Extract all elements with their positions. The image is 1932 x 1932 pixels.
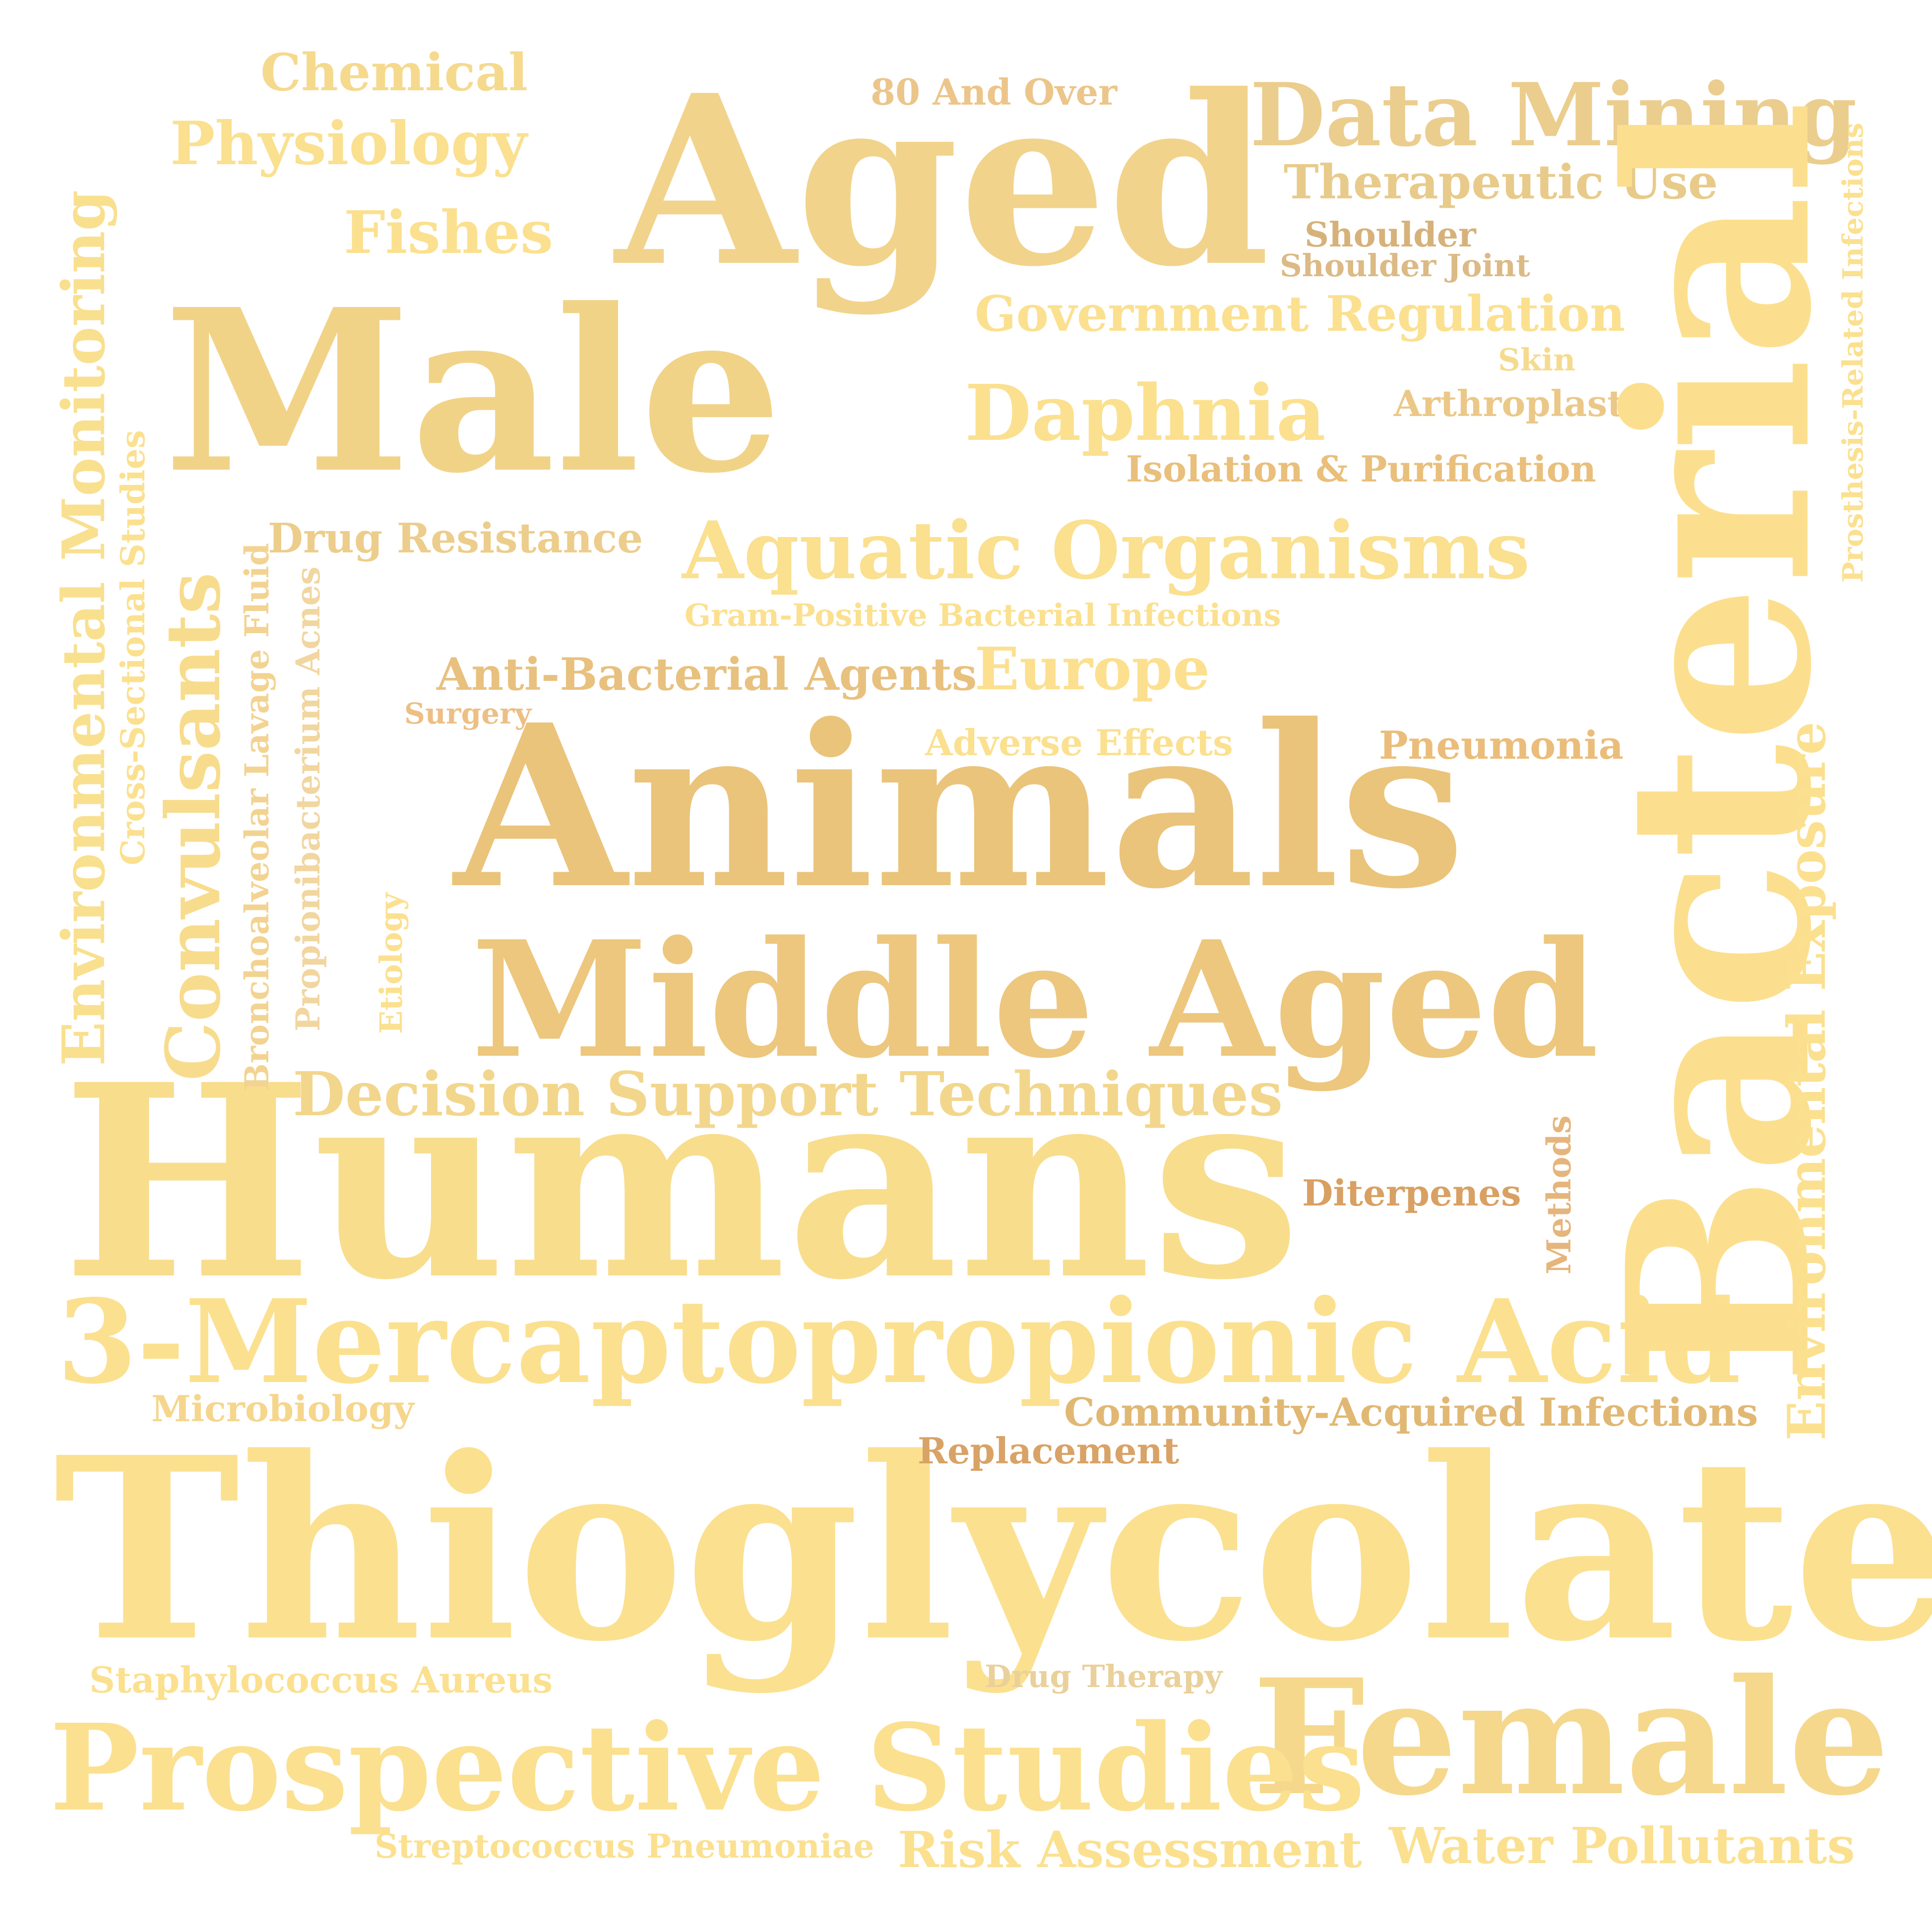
word-middle-aged: Middle Aged: [471, 906, 1599, 1093]
word-prospective-studies: Prospective Studies: [50, 1698, 1365, 1838]
word-arthroplasty: Arthroplasty: [1394, 382, 1645, 424]
word-propionibacterium-acnes: Propionibacterium Acnes: [289, 566, 327, 1031]
word-aquatic-organisms: Aquatic Organisms: [682, 504, 1530, 597]
word-cross-sectional-studies: Cross-Sectional Studies: [114, 430, 152, 865]
word-convulsants: Convulsants: [150, 572, 237, 1081]
word-physiology: Physiology: [170, 109, 527, 179]
word-community-acquired-infections: Community-Acquired Infections: [1064, 1390, 1758, 1435]
word-fishes: Fishes: [344, 198, 554, 267]
word-risk-assessment: Risk Assessment: [898, 1820, 1363, 1879]
word-data-mining: Data Mining: [1250, 64, 1857, 166]
word-chemical: Chemical: [260, 43, 528, 103]
word-streptococcus-pneumoniae: Streptococcus Pneumoniae: [374, 1827, 874, 1866]
word-skin: Skin: [1498, 342, 1576, 378]
word-diterpenes: Diterpenes: [1302, 1172, 1521, 1214]
word-etiology: Etiology: [373, 892, 409, 1034]
word-adverse-effects: Adverse Effects: [925, 722, 1233, 764]
word-therapeutic-use: Therapeutic Use: [1284, 155, 1718, 210]
word-80-and-over: 80 And Over: [871, 71, 1118, 113]
word-male: Male: [164, 260, 782, 523]
word-staphylococcus-aureus: Staphylococcus Aureus: [89, 1659, 553, 1701]
word-shoulder: Shoulder: [1305, 215, 1476, 255]
word-water-pollutants: Water Pollutants: [1389, 1816, 1855, 1875]
word-government-regulation: Government Regulation: [975, 286, 1625, 343]
word-surgery: Surgery: [404, 697, 532, 730]
word-europe: Europe: [975, 634, 1210, 703]
word-anti-bacterial-agents: Anti-Bacterial Agents: [436, 648, 977, 701]
word-animals: Animals: [454, 676, 1466, 938]
word-drug-therapy: Drug Therapy: [985, 1658, 1223, 1694]
word-shoulder-joint: Shoulder Joint: [1280, 247, 1530, 284]
word-daphnia: Daphnia: [965, 367, 1326, 458]
word-aged: Aged: [615, 44, 1270, 318]
word-3-mercaptopropionic-acid: 3-Mercaptopropionic Acid: [57, 1274, 1741, 1409]
word-isolation-purification: Isolation & Purification: [1126, 448, 1596, 490]
word-microbiology: Microbiology: [151, 1388, 415, 1430]
word-methods: Methods: [1540, 1115, 1578, 1274]
word-gram-positive-bacterial-infections: Gram-Positive Bacterial Infections: [685, 597, 1281, 633]
word-bronchoalveolar-lavage-fluid: Bronchoalveolar Lavage Fluid: [238, 543, 276, 1091]
word-decision-support-techniques: Decision Support Techniques: [293, 1058, 1283, 1130]
word-drug-resistance: Drug Resistance: [268, 515, 643, 562]
word-replacement: Replacement: [918, 1430, 1180, 1472]
word-prosthesis-related-infections: Prosthesis-Related Infections: [1837, 122, 1870, 583]
word-female: Female: [1252, 1645, 1890, 1831]
word-pneumonia: Pneumonia: [1379, 723, 1624, 768]
word-environmental-exposure: Environmental Exposure: [1776, 722, 1837, 1441]
word-humans: Humans: [62, 1027, 1301, 1338]
word-environmental-monitoring: Environmental Monitoring: [49, 190, 118, 1066]
word-thioglycolates: Thioglycolates: [54, 1403, 1932, 1697]
